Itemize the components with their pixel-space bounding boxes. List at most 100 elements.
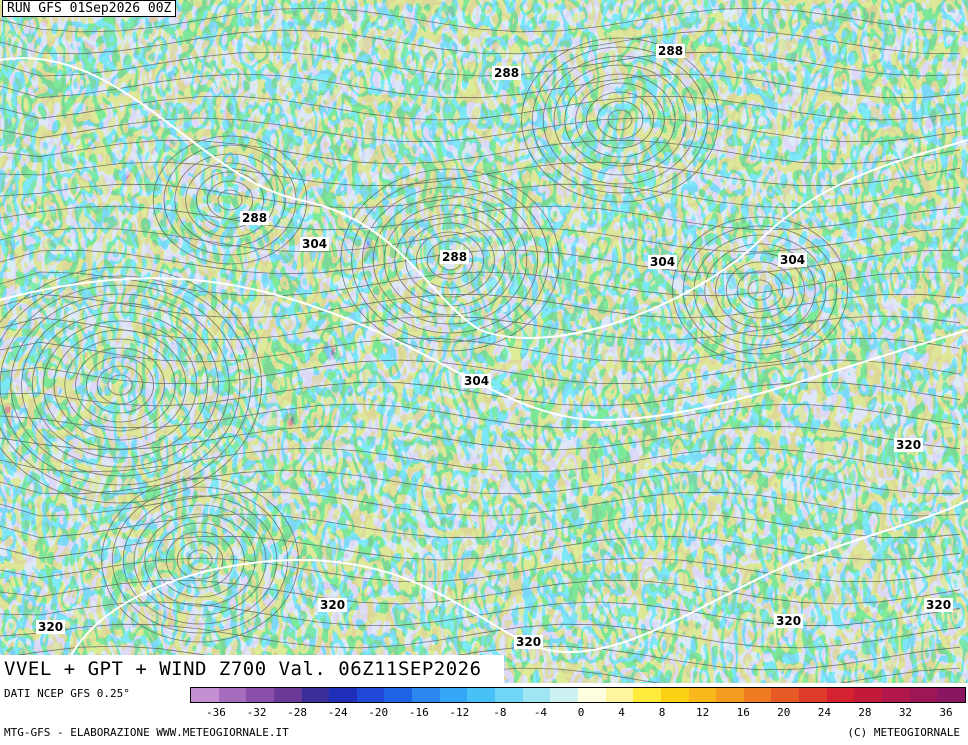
scale-color-cell — [743, 688, 772, 702]
scale-color-cell — [605, 688, 634, 702]
streamline-vortex — [415, 231, 484, 289]
scale-tick-label: -32 — [246, 706, 267, 719]
streamline — [0, 271, 961, 297]
streamline-vortex — [586, 91, 655, 149]
scale-tick-label: 0 — [577, 706, 585, 719]
contour-label: 320 — [36, 620, 66, 634]
scale-tick-label: 16 — [736, 706, 750, 719]
streamline-vortex — [185, 162, 275, 238]
scale-tick-label: 32 — [898, 706, 913, 719]
scale-tick-label: 36 — [939, 706, 953, 719]
streamline — [0, 338, 961, 363]
scale-color-cell — [633, 688, 661, 702]
scale-tick-label: 12 — [696, 706, 710, 719]
streamline — [0, 73, 961, 99]
scale-color-cell — [522, 688, 551, 702]
streamline — [0, 139, 961, 165]
contour-label: 320 — [318, 598, 348, 612]
scale-color-cell — [412, 688, 440, 702]
streamline — [0, 205, 961, 231]
streamline-vortex — [682, 225, 838, 355]
streamline-vortex — [532, 46, 709, 194]
map-title: VVEL + GPT + WIND Z700 Val. 06Z11SEP2026 — [0, 655, 504, 683]
streamline-vortex — [575, 82, 665, 158]
streamline-vortex — [607, 109, 633, 131]
streamline-vortex — [0, 266, 262, 504]
scale-color-cell — [660, 688, 689, 702]
scale-tick-label: -28 — [287, 706, 308, 719]
streamline — [0, 557, 961, 582]
streamline-vortex — [133, 504, 267, 616]
streamline-vortex — [217, 189, 243, 211]
streamline — [0, 359, 961, 385]
scale-color-cell — [218, 688, 247, 702]
streamline — [0, 249, 961, 275]
scale-color-cell — [467, 688, 496, 702]
contour-label: 304 — [300, 237, 330, 251]
scale-color-cell — [301, 688, 330, 702]
streamline-vortex — [0, 284, 241, 486]
scale-color-cell — [771, 688, 800, 702]
streamline-vortex — [64, 338, 176, 432]
streamline-vortex — [704, 243, 816, 337]
streamline — [0, 293, 961, 319]
streamline — [0, 579, 961, 605]
scale-color-cell — [191, 688, 219, 702]
contour-label: 288 — [240, 211, 270, 225]
streamline-vortex — [176, 540, 224, 580]
streamline-vortex — [405, 222, 495, 298]
streamline-vortex — [152, 135, 308, 265]
scale-color-cell — [716, 688, 744, 702]
scale-tick-label: -8 — [493, 706, 507, 719]
scale-color-cell — [688, 688, 717, 702]
scale-color-cell — [854, 688, 883, 702]
scale-color-cell — [826, 688, 855, 702]
scale-color-cell — [329, 688, 357, 702]
contour-label: 320 — [774, 614, 804, 628]
streamline-vortex — [553, 64, 687, 176]
streamline — [0, 403, 961, 429]
streamline-vortex — [10, 293, 230, 477]
scale-color-cell — [439, 688, 468, 702]
streamline-vortex — [42, 320, 198, 450]
scale-tick-label: 24 — [817, 706, 831, 719]
streamline-vortex — [426, 240, 474, 280]
contour-label: 304 — [462, 374, 492, 388]
streamline — [0, 117, 961, 142]
scale-color-cell — [799, 688, 827, 702]
contour-label: 320 — [514, 635, 544, 649]
streamline-vortex — [747, 279, 773, 301]
contour-label: 304 — [648, 255, 678, 269]
scale-color-cell — [577, 688, 606, 702]
scale-tick-label: -20 — [368, 706, 389, 719]
contour-label: 288 — [656, 44, 686, 58]
scale-color-cell — [273, 688, 302, 702]
streamline-vortex — [736, 270, 784, 310]
streamline-vortex — [53, 329, 187, 441]
streamline-vortex — [32, 311, 208, 459]
color-scale-ticks: -36 -32 -28 -24 -20 -16 -12 -8 -4 0 4 8 12 16 20 24 28 32… — [190, 706, 966, 722]
contour-label: 320 — [924, 598, 954, 612]
streamline-vortex — [521, 37, 719, 203]
streamline-vortex — [155, 522, 245, 598]
scale-color-cell — [384, 688, 413, 702]
map-canvas — [0, 0, 968, 683]
run-label: RUN GFS 01Sep2026 00Z — [2, 0, 177, 17]
contour-label: 320 — [894, 438, 924, 452]
streamline-vortex — [107, 374, 133, 396]
scale-color-cell — [495, 688, 523, 702]
streamline — [0, 469, 961, 495]
streamline-vortex — [165, 531, 234, 589]
scale-tick-label: -16 — [408, 706, 429, 719]
streamline — [0, 447, 961, 473]
streamline-vortex — [715, 252, 805, 328]
streamline — [0, 513, 961, 539]
streamline-vortex — [21, 302, 219, 468]
streamline-vortex — [195, 171, 264, 229]
streamline-vortex — [174, 153, 286, 247]
scale-tick-label: -36 — [206, 706, 226, 719]
scale-tick-label: 8 — [658, 706, 666, 719]
streamline — [0, 7, 961, 33]
streamline-vortex — [542, 55, 698, 185]
streamline — [0, 315, 961, 341]
